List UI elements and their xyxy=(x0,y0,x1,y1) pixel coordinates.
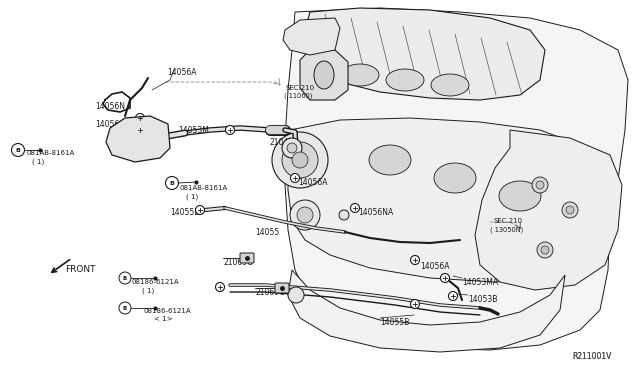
Circle shape xyxy=(339,210,349,220)
Circle shape xyxy=(272,132,328,188)
Polygon shape xyxy=(288,270,565,352)
Ellipse shape xyxy=(369,145,411,175)
Circle shape xyxy=(136,125,145,135)
Circle shape xyxy=(216,282,225,292)
Circle shape xyxy=(136,113,145,122)
Text: B: B xyxy=(15,148,20,153)
Circle shape xyxy=(351,203,360,212)
Text: 08186-6121A: 08186-6121A xyxy=(132,279,180,285)
Polygon shape xyxy=(305,8,545,100)
Circle shape xyxy=(410,256,419,264)
Text: 14056A: 14056A xyxy=(95,120,125,129)
Ellipse shape xyxy=(499,181,541,211)
Circle shape xyxy=(282,138,302,158)
Circle shape xyxy=(532,177,548,193)
Circle shape xyxy=(119,302,131,314)
Circle shape xyxy=(410,299,419,308)
Circle shape xyxy=(562,202,578,218)
Text: SEC.210: SEC.210 xyxy=(286,85,315,91)
Ellipse shape xyxy=(434,163,476,193)
Text: 08186-6121A: 08186-6121A xyxy=(144,308,191,314)
Text: B: B xyxy=(170,181,175,186)
Polygon shape xyxy=(285,8,628,350)
Polygon shape xyxy=(300,50,348,100)
Circle shape xyxy=(536,181,544,189)
Text: B: B xyxy=(123,276,127,281)
Circle shape xyxy=(440,273,449,282)
Text: ( 13050N): ( 13050N) xyxy=(490,226,524,232)
Text: 14055B: 14055B xyxy=(170,208,200,217)
Text: 21069G: 21069G xyxy=(256,288,286,297)
Circle shape xyxy=(288,287,304,303)
Text: 21069G: 21069G xyxy=(224,258,254,267)
Circle shape xyxy=(225,125,234,135)
Circle shape xyxy=(195,205,205,215)
Circle shape xyxy=(292,152,308,168)
Text: 14055B: 14055B xyxy=(380,318,410,327)
Text: ( 1): ( 1) xyxy=(32,158,44,164)
Circle shape xyxy=(119,272,131,284)
Text: ( 11060): ( 11060) xyxy=(284,92,312,99)
Text: 14055: 14055 xyxy=(255,228,279,237)
Text: R211001V: R211001V xyxy=(572,352,611,361)
FancyBboxPatch shape xyxy=(275,283,289,293)
Polygon shape xyxy=(475,130,622,290)
Ellipse shape xyxy=(341,64,379,86)
Text: B: B xyxy=(123,306,127,311)
Circle shape xyxy=(449,292,458,301)
Text: R211001V: R211001V xyxy=(572,352,611,361)
Text: 14056A: 14056A xyxy=(420,262,449,271)
Circle shape xyxy=(282,142,318,178)
Circle shape xyxy=(290,200,320,230)
Text: 14053MA: 14053MA xyxy=(462,278,498,287)
Ellipse shape xyxy=(314,61,334,89)
Circle shape xyxy=(166,176,179,189)
Text: ( 1): ( 1) xyxy=(186,193,198,199)
Circle shape xyxy=(297,207,313,223)
FancyBboxPatch shape xyxy=(240,253,254,263)
Circle shape xyxy=(12,144,24,157)
Text: 14053B: 14053B xyxy=(468,295,497,304)
Circle shape xyxy=(287,143,297,153)
Circle shape xyxy=(566,206,574,214)
Text: 14056N: 14056N xyxy=(95,102,125,111)
Circle shape xyxy=(291,173,300,183)
Ellipse shape xyxy=(431,74,469,96)
Text: 081AB-8161A: 081AB-8161A xyxy=(26,150,74,156)
Text: 14053M: 14053M xyxy=(178,126,209,135)
Text: 081AB-8161A: 081AB-8161A xyxy=(180,185,228,191)
Circle shape xyxy=(541,246,549,254)
Circle shape xyxy=(537,242,553,258)
Text: 21049: 21049 xyxy=(270,138,294,147)
Text: 14056A: 14056A xyxy=(167,68,196,77)
Text: 14056NA: 14056NA xyxy=(358,208,393,217)
Polygon shape xyxy=(106,116,170,162)
Text: SEC.210: SEC.210 xyxy=(494,218,523,224)
Text: 14056A: 14056A xyxy=(298,178,328,187)
Text: ( 1): ( 1) xyxy=(142,287,154,294)
Polygon shape xyxy=(283,18,340,55)
Polygon shape xyxy=(288,118,608,282)
Text: FRONT: FRONT xyxy=(65,265,95,274)
Ellipse shape xyxy=(386,69,424,91)
Text: < 1>: < 1> xyxy=(154,316,173,322)
